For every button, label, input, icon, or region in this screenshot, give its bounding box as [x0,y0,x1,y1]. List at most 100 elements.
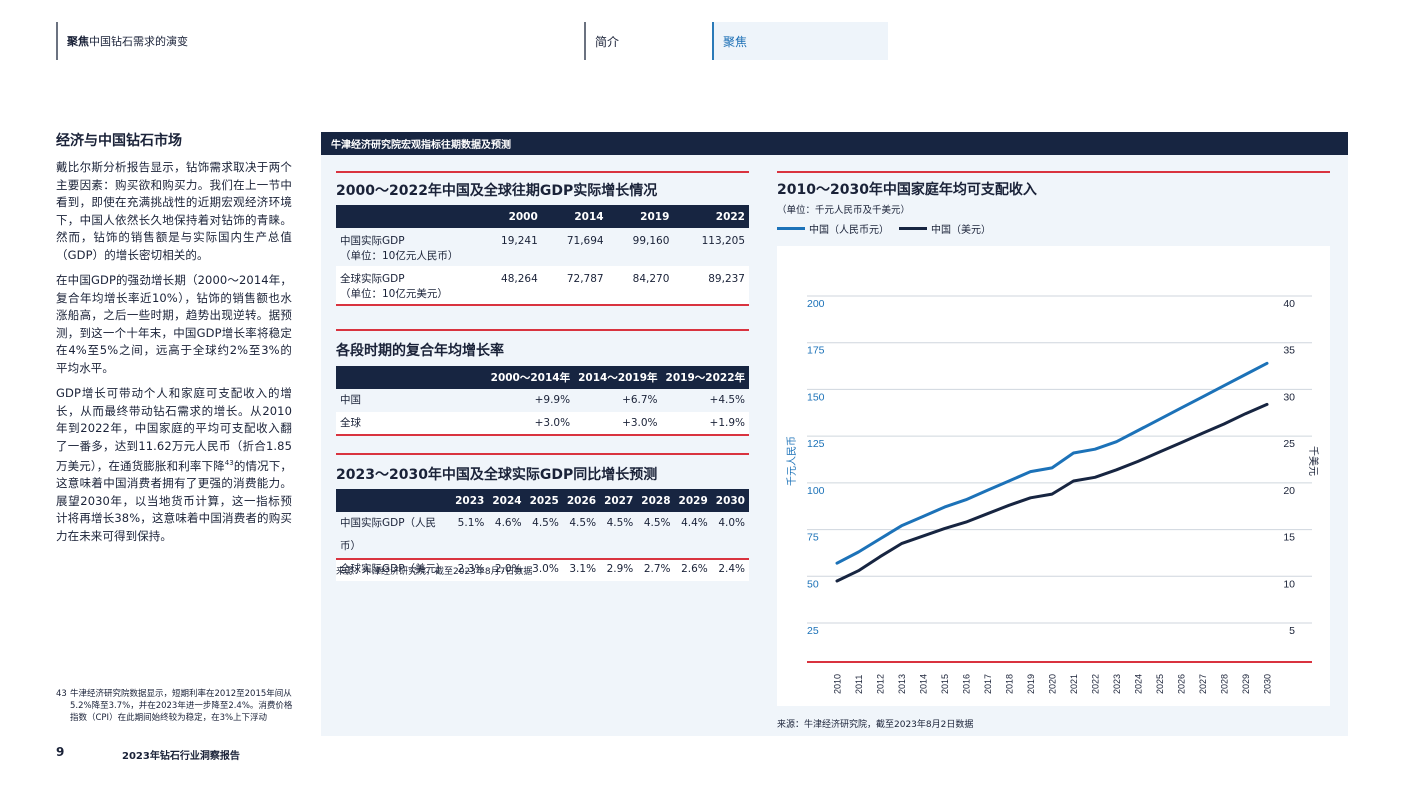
table-header-cell: 2024 [492,494,522,507]
table-cell: 4.6% [494,517,522,529]
x-tick-label: 2024 [1134,674,1144,694]
table-row: 中国实际GDP（人民币） 5.1% 4.6% 4.5% 4.5% 4.5% 4.… [336,512,749,558]
chart-source-note: 来源：牛津经济研究院，截至2023年8月2日数据 [777,720,974,730]
x-tick-label: 2022 [1091,674,1101,694]
income-line-chart: 25 5 50 10 75 15 100 20 125 25 150 30 175 35 200 40 千元人民… [786,295,1320,694]
x-tick-label: 2020 [1048,674,1058,694]
y-left-tick-label: 150 [807,391,825,403]
table-header-row: 2000～2014年 2014～2019年 2019～2022年 [336,366,749,389]
y-left-axis-label: 千元人民币 [786,436,798,486]
table2-title: 各段时期的复合年均增长率 [336,343,504,359]
table-cell: 4.5% [569,517,597,529]
tab-intro[interactable]: 简介 [584,22,712,60]
row-label-main: 全球实际GDP [340,273,405,285]
gdp-forecast-table: 2023 2024 2025 2026 2027 2028 2029 2030 … [336,489,749,581]
row-label: 中国 [340,394,361,406]
y-left-tick-label: 200 [807,298,825,310]
x-tick-label: 2030 [1263,674,1273,694]
y-left-tick-label: 100 [807,485,825,497]
x-tick-label: 2021 [1069,674,1079,694]
tab-focus[interactable]: 聚焦 [712,22,888,60]
body-text-column: 经济与中国钻石市场 戴比尔斯分析报告显示，钻饰需求取决于两个主要因素：购买欲和购… [56,130,292,553]
x-tick-label: 2026 [1177,674,1187,694]
x-tick-label: 2025 [1155,674,1165,694]
x-tick-label: 2018 [1005,674,1015,694]
table-cell: 2.6% [681,563,708,575]
table-header-cell [336,366,487,389]
paragraph-3-part-b: 的情况下，这意味着中国消费者拥有了更强的消费能力。展望2030年，以当地货币计算… [56,458,293,543]
table-header-row: 2000 2014 2019 2022 [336,205,749,228]
x-tick-label: 2013 [897,674,907,694]
breadcrumb: 聚焦 中国钻石需求的演变 [56,22,188,60]
x-tick-label: 2012 [876,674,886,694]
x-tick-label: 2023 [1112,674,1122,694]
legend-swatch-usd [899,227,927,230]
table-cell: 89,237 [708,273,745,285]
table-cell: 99,160 [632,235,670,247]
y-left-tick-label: 25 [807,625,819,637]
row-label-unit: （单位：10亿元人民币） [340,250,459,262]
table-cell: 3.1% [569,563,597,575]
y-right-tick-label: 30 [1283,391,1295,403]
table-header-cell: 2022 [715,210,745,223]
x-tick-label: 2010 [833,674,843,694]
chart-subtitle: （单位：千元人民币及千美元） [777,205,911,216]
y-left-tick-label: 75 [807,532,819,544]
x-tick-label: 2015 [940,674,950,694]
x-tick-label: 2029 [1241,674,1251,694]
table-cell: 19,241 [501,235,538,247]
series-line-usd [835,402,1269,583]
y-left-tick-label: 50 [807,578,819,590]
y-right-tick-label: 15 [1283,532,1295,544]
row-label: 全球 [340,417,361,429]
table-header-cell: 2025 [529,494,559,507]
x-tick-label: 2016 [962,674,972,694]
table-header-cell: 2000～2014年 [490,372,571,384]
table-header-cell: 2019 [640,210,670,223]
table-header-cell [336,489,451,512]
section-heading: 经济与中国钻石市场 [56,133,182,149]
y-left-tick-label: 175 [807,345,825,357]
table-cell: 113,205 [701,235,745,247]
page-number: 9 [56,745,65,759]
panel-title: 牛津经济研究院宏观指标往期数据及预测 [321,132,1348,155]
y-right-tick-label: 20 [1283,485,1295,497]
footnote-number: 43 [56,689,67,699]
table-cell: 84,270 [632,273,670,285]
y-right-tick-label: 35 [1283,345,1295,357]
table-header-row: 2023 2024 2025 2026 2027 2028 2029 2030 [336,489,749,512]
paragraph-3: GDP增长可带动个人和家庭可支配收入的增长，从而最终带动钻石需求的增长。从201… [56,385,292,545]
footnote: 43 牛津经济研究院数据显示，短期利率在2012至2015年间从5.2%降至3.… [56,688,294,725]
divider-line [336,329,749,331]
paragraph-2: 在中国GDP的强劲增长期（2000～2014年，复合年均增长率近10%），钻饰的… [56,273,292,375]
y-right-tick-label: 10 [1283,578,1295,590]
y-right-tick-label: 5 [1289,625,1295,637]
table-header-cell: 2000 [508,210,538,223]
table-row: 全球实际GDP（美元） 2.3% 2.0% 3.0% 3.1% 2.9% 2.7… [336,558,749,581]
divider-line [336,304,749,306]
divider-line [336,434,749,436]
legend-label-rmb: 中国（人民币元） [809,225,889,236]
paragraph-1: 戴比尔斯分析报告显示，钻饰需求取决于两个主要因素：购买欲和购买力。我们在上一节中… [56,160,292,262]
table-cell: +3.0% [534,417,571,429]
table-cell: +6.7% [622,394,658,406]
breadcrumb-section: 聚焦 [67,35,89,48]
table-header-cell: 2026 [566,494,597,507]
table-row: 中国 +9.9% +6.7% +4.5% [336,389,749,412]
breadcrumb-title: 中国钻石需求的演变 [89,35,188,48]
table-cell: 71,694 [566,235,604,247]
x-tick-label: 2019 [1026,674,1036,694]
row-label: 中国实际GDP（人民币） [340,517,437,552]
y-left-tick-label: 125 [807,438,825,450]
table-cell: 5.1% [457,517,485,529]
table-row: 中国实际GDP （单位：10亿元人民币） 19,241 71,694 99,160… [336,228,749,266]
footnote-ref[interactable]: 43 [224,459,234,467]
table-cell: +3.0% [622,417,658,429]
cagr-table: 2000～2014年 2014～2019年 2019～2022年 中国 +9.9… [336,366,749,435]
table-header-cell: 2014 [574,210,604,223]
table-cell: 2.4% [718,563,745,575]
gdp-history-table: 2000 2014 2019 2022 中国实际GDP （单位：10亿元人民币） … [336,205,749,304]
table-header-cell: 2028 [641,494,671,507]
divider-line [336,171,749,173]
table-header-cell: 2019～2022年 [665,372,745,384]
